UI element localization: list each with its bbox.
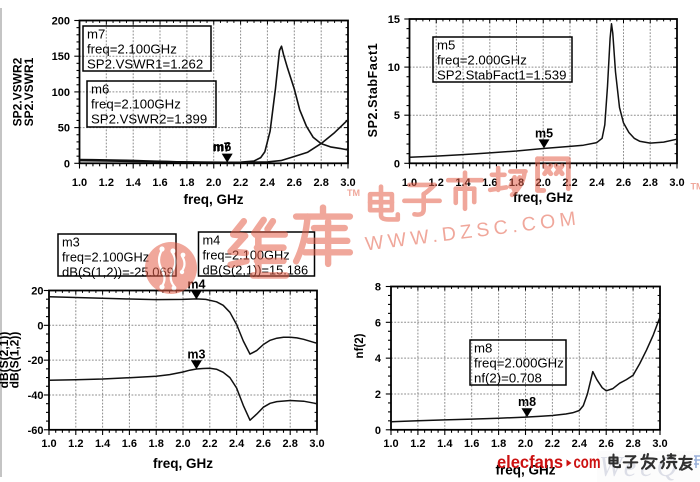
svg-text:nf(2)=0.708: nf(2)=0.708 <box>474 371 542 386</box>
svg-text:2.2: 2.2 <box>545 438 560 450</box>
svg-text:SP2.VSWR2=1.399: SP2.VSWR2=1.399 <box>91 112 207 127</box>
svg-text:1.6: 1.6 <box>122 438 137 450</box>
svg-text:1.4: 1.4 <box>95 438 111 450</box>
svg-text:freq=2.000GHz: freq=2.000GHz <box>437 53 527 68</box>
svg-text:1.2: 1.2 <box>410 438 425 450</box>
svg-text:2.4: 2.4 <box>589 177 605 189</box>
svg-text:TM: TM <box>347 188 360 198</box>
svg-text:3.0: 3.0 <box>652 438 667 450</box>
svg-text:nf(2): nf(2) <box>354 333 366 358</box>
svg-text:m6: m6 <box>213 140 231 154</box>
svg-text:200: 200 <box>52 16 70 28</box>
svg-text:150: 150 <box>52 51 70 63</box>
svg-text:m7: m7 <box>87 27 105 42</box>
svg-text:SP2.VSWR1: SP2.VSWR1 <box>22 57 36 126</box>
svg-text:1.0: 1.0 <box>41 438 56 450</box>
svg-text:2.2: 2.2 <box>233 177 248 189</box>
svg-text:freq=2.100GHz: freq=2.100GHz <box>62 250 149 265</box>
svg-text:2: 2 <box>375 389 381 401</box>
svg-text:2.8: 2.8 <box>314 177 329 189</box>
svg-text:8: 8 <box>375 282 381 294</box>
svg-text:1.6: 1.6 <box>464 438 479 450</box>
svg-text:TM: TM <box>691 182 700 192</box>
svg-text:2.4: 2.4 <box>260 177 276 189</box>
svg-text:2.8: 2.8 <box>643 177 658 189</box>
svg-text:m7: m7 <box>212 141 230 155</box>
svg-text:0: 0 <box>375 425 381 437</box>
svg-text:1.2: 1.2 <box>99 177 114 189</box>
svg-text:2.2: 2.2 <box>202 438 217 450</box>
svg-text:1.4: 1.4 <box>126 177 142 189</box>
svg-text:3.0: 3.0 <box>669 177 684 189</box>
svg-text:freq, GHz: freq, GHz <box>495 463 555 478</box>
svg-text:2.8: 2.8 <box>283 438 298 450</box>
svg-text:0: 0 <box>394 158 400 170</box>
svg-text:2.6: 2.6 <box>287 177 302 189</box>
svg-text:3.0: 3.0 <box>309 438 324 450</box>
svg-text:m4: m4 <box>203 233 221 248</box>
svg-text:1.6: 1.6 <box>152 177 167 189</box>
svg-text:1.0: 1.0 <box>72 177 87 189</box>
svg-text:dB(S(1,2)): dB(S(1,2)) <box>8 332 22 389</box>
svg-text:0: 0 <box>64 158 70 170</box>
svg-text:SP2.StabFact1=1.539: SP2.StabFact1=1.539 <box>437 68 566 83</box>
svg-text:2.0: 2.0 <box>518 438 533 450</box>
svg-text:m3: m3 <box>62 235 80 250</box>
svg-text:freq=2.100GHz: freq=2.100GHz <box>87 42 177 57</box>
svg-text:SP2.StabFact1: SP2.StabFact1 <box>366 43 380 138</box>
svg-text:SP2.VSWR1=1.262: SP2.VSWR1=1.262 <box>87 57 203 72</box>
svg-text:m8: m8 <box>474 341 492 356</box>
svg-text:elecfans: elecfans <box>497 452 563 472</box>
svg-text:15: 15 <box>388 14 400 26</box>
svg-text:1.4: 1.4 <box>437 438 453 450</box>
svg-text:3.0: 3.0 <box>340 177 355 189</box>
svg-text:freq=2.100GHz: freq=2.100GHz <box>91 97 181 112</box>
svg-text:2.0: 2.0 <box>206 177 221 189</box>
svg-text:2.6: 2.6 <box>599 438 614 450</box>
svg-text:freq=2.000GHz: freq=2.000GHz <box>474 356 564 371</box>
svg-text:20: 20 <box>31 286 43 298</box>
svg-text:SP2.VSWR2: SP2.VSWR2 <box>11 57 25 126</box>
svg-text:-40: -40 <box>28 390 44 402</box>
svg-text:m8: m8 <box>518 395 536 409</box>
svg-text:m5: m5 <box>535 126 553 140</box>
svg-text:1.8: 1.8 <box>149 438 164 450</box>
svg-text:m3: m3 <box>187 347 205 361</box>
svg-text:freq, GHz: freq, GHz <box>183 192 243 207</box>
svg-text:m6: m6 <box>91 82 109 97</box>
svg-text:1.6: 1.6 <box>482 177 497 189</box>
svg-text:2.0: 2.0 <box>175 438 190 450</box>
svg-text:5: 5 <box>394 110 400 122</box>
svg-text:freq, GHz: freq, GHz <box>513 190 573 205</box>
svg-text:-20: -20 <box>28 355 44 367</box>
svg-text:6: 6 <box>375 317 381 329</box>
svg-text:1.8: 1.8 <box>491 438 506 450</box>
svg-text:com: com <box>574 452 601 472</box>
svg-text:50: 50 <box>58 123 70 135</box>
svg-text:-60: -60 <box>28 425 44 437</box>
svg-text:100: 100 <box>52 87 70 99</box>
svg-text:2.4: 2.4 <box>229 438 245 450</box>
svg-text:1.2: 1.2 <box>68 438 83 450</box>
svg-text:1.0: 1.0 <box>383 438 398 450</box>
svg-text:2.6: 2.6 <box>256 438 271 450</box>
svg-text:1.8: 1.8 <box>179 177 194 189</box>
svg-text:10: 10 <box>388 62 400 74</box>
svg-text:freq, GHz: freq, GHz <box>153 456 213 471</box>
svg-text:2.8: 2.8 <box>625 438 640 450</box>
svg-text:dB(S(2,1)): dB(S(2,1)) <box>0 332 11 389</box>
svg-text:0: 0 <box>37 320 43 332</box>
svg-text:m5: m5 <box>437 38 455 53</box>
svg-text:2.4: 2.4 <box>572 438 588 450</box>
svg-text:2.6: 2.6 <box>616 177 631 189</box>
svg-text:4: 4 <box>375 353 382 365</box>
